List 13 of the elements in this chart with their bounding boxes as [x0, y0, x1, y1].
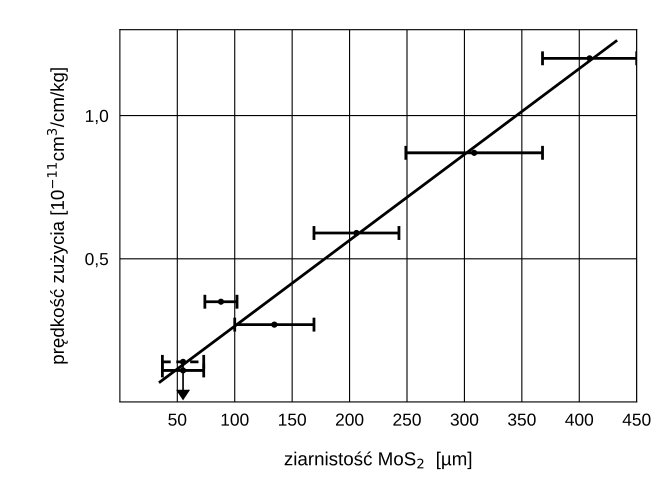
x-tick-label: 400 [565, 414, 594, 426]
x-axis-title: ziarnistość MoS$_{2}$ [µm] [284, 451, 472, 470]
y-tick-label: 0,5 [85, 252, 108, 268]
y-axis-title: prędkość zużycia [10$^{−11}$cm$^{3}$/cm/kg] [46, 68, 68, 364]
x-tick-label: 200 [336, 414, 364, 426]
x-tick-label: 100 [222, 414, 249, 426]
x-tick-label: 150 [278, 414, 306, 426]
x-tick-label: 50 [168, 414, 186, 426]
x-tick-label: 450 [622, 414, 650, 426]
x-tick-label: 300 [450, 414, 478, 426]
y-tick-label: 1,0 [86, 110, 108, 124]
x-tick-label: 350 [508, 414, 536, 426]
x-tick-label: 250 [393, 414, 421, 426]
